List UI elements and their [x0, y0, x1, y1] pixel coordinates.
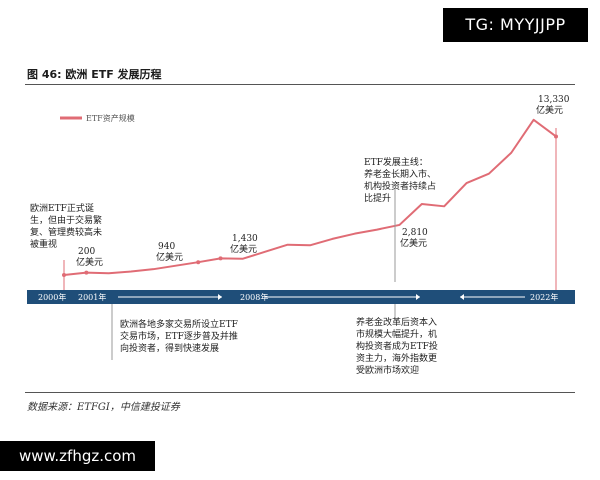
data-label-value: 13,330	[538, 95, 570, 105]
data-label-value: 200	[78, 247, 95, 257]
series-line	[63, 118, 557, 276]
data-label-unit: 亿美元	[76, 256, 103, 268]
annotation-main-line-bottom: 养老金改革后资本入市规模大幅提升，机构投资者成为ETF投资主力，海外指数更受欧洲…	[356, 318, 438, 376]
data-label-unit: 亿美元	[536, 104, 563, 116]
watermark-bottom: www.zfhgz.com	[0, 441, 155, 471]
data-label-value: 1,430	[232, 234, 258, 244]
annotation-growth: 欧洲各地多家交易所设立ETF交易市场，ETF逐步普及并推向投资者，得到快速发展	[120, 320, 238, 354]
legend-label: ETF资产规模	[86, 113, 135, 123]
data-label-unit: 亿美元	[400, 237, 427, 249]
title-divider	[25, 84, 575, 85]
data-label-unit: 亿美元	[156, 251, 183, 263]
data-label-unit: 亿美元	[230, 243, 257, 255]
annotation-growth-text: 欧洲各地多家交易所设立ETF交易市场，ETF逐步普及并推向投资者，得到快速发展	[120, 320, 238, 354]
annotation-main-line-bottom-text: 养老金改革后资本入市规模大幅提升，机构投资者成为ETF投资主力，海外指数更受欧洲…	[356, 318, 438, 376]
data-label-value: 940	[158, 242, 175, 252]
figure-title: 图 46: 欧洲 ETF 发展历程	[27, 68, 162, 81]
source-note: 数据来源：ETFGI，中信建投证券	[27, 402, 180, 413]
annotation-main-line-top-text: ETF发展主线：养老金长期入市、机构投资者持续占比提升	[364, 158, 436, 204]
timeline-tick-label: 2001年	[78, 292, 106, 302]
annotation-launch-text: 欧洲ETF正式诞生，但由于交易繁复、管理费较高未被重视	[30, 204, 103, 250]
data-point	[218, 256, 223, 261]
timeline-arrow-right-2-head	[416, 294, 420, 300]
timeline-tick-label: 2008年	[240, 292, 268, 302]
source-divider	[25, 392, 575, 393]
timeline-tick-label: 2022年	[530, 292, 558, 302]
annotation-main-line-top: ETF发展主线：养老金长期入市、机构投资者持续占比提升	[364, 158, 436, 204]
timeline-arrow-left-head	[460, 294, 464, 300]
data-label-value: 2,810	[402, 228, 428, 238]
timeline-arrow-right-1-head	[218, 294, 222, 300]
annotation-launch: 欧洲ETF正式诞生，但由于交易繁复、管理费较高未被重视	[30, 204, 103, 250]
watermark-top: TG: MYYJJPP	[443, 8, 588, 42]
data-point	[196, 260, 201, 265]
data-point	[84, 270, 89, 275]
timeline-tick-label: 2000年	[38, 292, 66, 302]
